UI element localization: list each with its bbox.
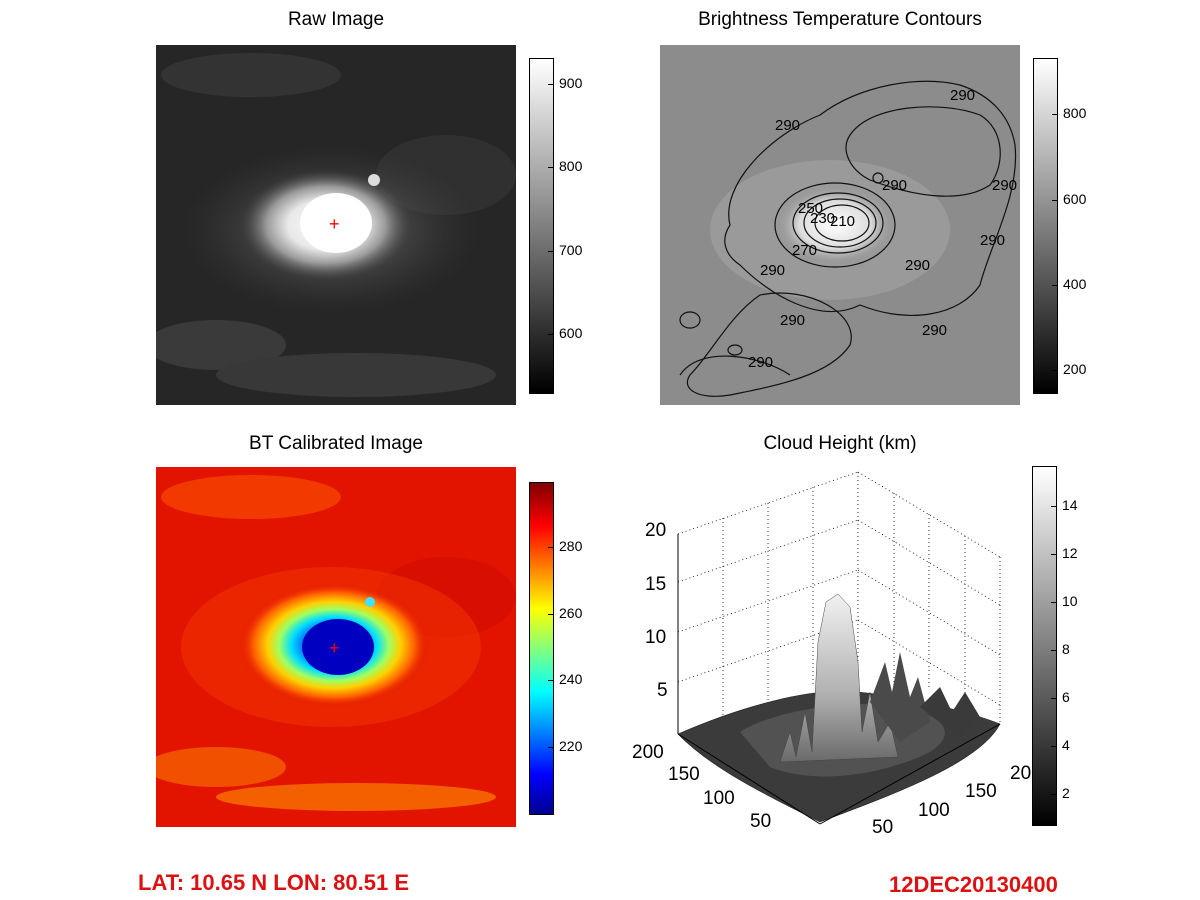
tick-label: 10	[1062, 593, 1078, 609]
contour-label: 290	[775, 117, 800, 134]
bt-image-title: BT Calibrated Image	[249, 433, 423, 454]
tick-label: 600	[1063, 191, 1087, 207]
tick-label: 4	[1062, 737, 1070, 753]
cloud-height-plot	[600, 462, 1020, 842]
contour-label: 230	[810, 210, 835, 227]
tick-label: 800	[559, 158, 583, 174]
z-tick-label: 20	[645, 520, 667, 541]
x-tick-label: 150	[668, 764, 700, 785]
cloud-height-title: Cloud Height (km)	[763, 433, 917, 454]
contour-label: 250	[798, 200, 823, 217]
tick-label: 900	[559, 75, 583, 91]
contours-plot: 290 290 290 290 290 290 290 290 290 290 …	[660, 45, 1020, 405]
contour-label: 290	[980, 232, 1005, 249]
contour-label: 290	[992, 177, 1017, 194]
tick-label: 240	[559, 671, 583, 687]
x-tick-label: 100	[703, 788, 735, 809]
tick-label: 200	[1063, 361, 1087, 377]
tick-label: 600	[559, 325, 583, 341]
contour-label: 290	[760, 262, 785, 279]
bt-colorbar-ticks: 280 260 240 220	[548, 482, 614, 815]
tick-label: 700	[559, 242, 583, 258]
tick-label: 14	[1062, 497, 1078, 513]
contour-label: 290	[780, 312, 805, 329]
raw-colorbar	[529, 58, 554, 394]
bt-center-marker: +	[329, 638, 340, 658]
tick-label: 280	[559, 538, 583, 554]
contour-label: 290	[905, 257, 930, 274]
y-tick-label: 150	[965, 781, 997, 802]
tick-label: 12	[1062, 545, 1078, 561]
tick-label: 8	[1062, 641, 1070, 657]
tick-label: 6	[1062, 689, 1070, 705]
contours-colorbar-ticks: 800 600 400 200	[1052, 58, 1118, 394]
tick-label: 400	[1063, 276, 1087, 292]
tick-label: 260	[559, 605, 583, 621]
contour-label: 290	[950, 87, 975, 104]
contour-label: 270	[792, 242, 817, 259]
y-tick-label: 20	[1010, 763, 1032, 784]
tick-label: 800	[1063, 105, 1087, 121]
y-tick-label: 50	[872, 817, 894, 838]
y-tick-label: 100	[918, 800, 950, 821]
cloud-height-colorbar	[1032, 466, 1057, 826]
location-readout: LAT: 10.65 N LON: 80.51 E	[138, 870, 410, 895]
raw-center-marker: +	[329, 214, 340, 234]
datetime-readout: 12DEC20130400	[889, 872, 1058, 897]
x-tick-label: 200	[632, 742, 664, 763]
z-tick-label: 15	[645, 574, 667, 595]
raw-colorbar-ticks: 900 800 700 600	[548, 58, 614, 394]
contour-label: 290	[922, 322, 947, 339]
contour-label: 290	[748, 354, 773, 371]
bt-colorbar	[529, 482, 554, 815]
contour-label: 210	[830, 213, 855, 230]
tick-label: 2	[1062, 785, 1070, 801]
contours-colorbar	[1033, 58, 1058, 394]
contours-title: Brightness Temperature Contours	[698, 9, 982, 30]
contour-label: 290	[882, 177, 907, 194]
z-tick-label: 5	[657, 680, 668, 701]
x-tick-label: 50	[750, 811, 772, 832]
raw-image-title: Raw Image	[287, 9, 385, 30]
bt-image-plot	[156, 467, 516, 827]
z-tick-label: 10	[645, 627, 667, 648]
raw-image-plot	[156, 45, 516, 405]
cloud-height-colorbar-ticks: 14 12 10 8 6 4 2	[1051, 466, 1117, 826]
tick-label: 220	[559, 738, 583, 754]
